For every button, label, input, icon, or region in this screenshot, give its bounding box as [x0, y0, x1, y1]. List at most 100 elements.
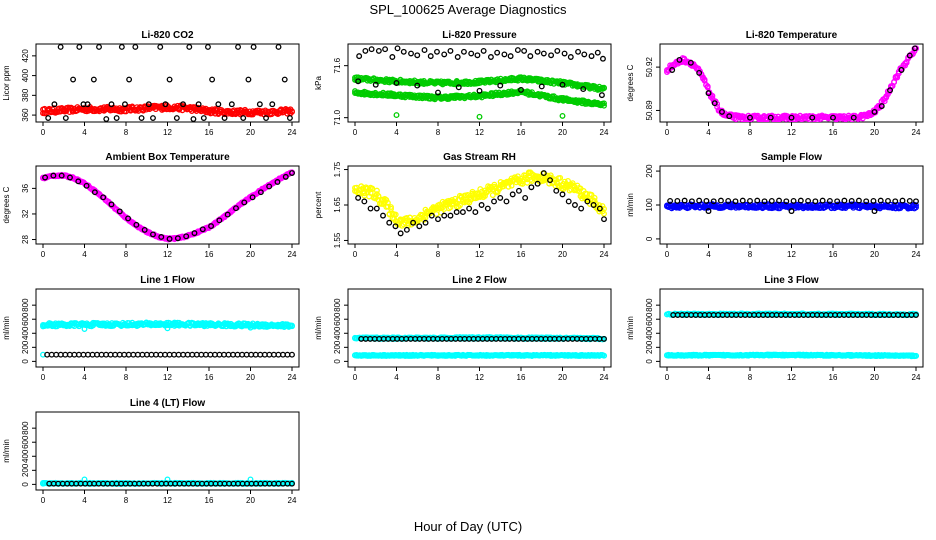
data-point — [90, 76, 97, 83]
data-point — [704, 83, 711, 90]
data-point — [584, 198, 591, 205]
panel-title: Li-820 Temperature — [746, 30, 838, 41]
data-point — [705, 90, 712, 97]
y-tick-label: 360 — [21, 108, 30, 122]
data-point — [871, 108, 878, 115]
data-point — [362, 47, 369, 54]
data-point — [681, 197, 688, 204]
data-point — [899, 197, 906, 204]
data-point — [269, 101, 276, 108]
data-point — [709, 92, 716, 99]
x-tick-label: 4 — [706, 128, 711, 137]
data-point — [534, 48, 541, 55]
data-point — [215, 101, 222, 108]
data-point — [162, 101, 169, 108]
data-point — [667, 197, 674, 204]
x-tick-label: 24 — [288, 128, 297, 137]
data-point — [812, 198, 819, 205]
data-point — [414, 52, 421, 59]
data-point — [186, 44, 193, 50]
y-tick-label: 800 — [21, 421, 30, 435]
data-point — [497, 194, 504, 201]
data-point — [466, 205, 473, 212]
data-point — [57, 44, 64, 50]
data-point — [507, 53, 514, 60]
data-point — [434, 48, 440, 55]
data-point — [355, 194, 362, 201]
data-point — [687, 59, 694, 66]
data-point — [233, 205, 239, 212]
data-point — [397, 230, 404, 237]
data-point — [514, 47, 521, 54]
data-point — [289, 170, 295, 176]
x-tick-label: 24 — [912, 373, 921, 382]
data-point — [382, 46, 389, 53]
y-tick-label: 1.65 — [333, 197, 342, 213]
data-point — [705, 208, 712, 215]
data-point — [428, 212, 435, 219]
data-point — [588, 53, 595, 60]
data-point — [414, 82, 421, 89]
x-tick-label: 0 — [353, 373, 358, 382]
y-axis-label: degrees C — [626, 64, 635, 101]
data-point — [580, 86, 587, 93]
data-point — [209, 76, 216, 83]
y-axis-label: Licor ppm — [2, 65, 11, 100]
data-point — [478, 202, 485, 208]
data-point — [435, 89, 441, 96]
data-point — [898, 67, 905, 73]
data-point — [669, 67, 676, 73]
data-point — [565, 198, 572, 205]
y-tick-label: 28 — [21, 235, 30, 244]
data-point — [228, 101, 235, 108]
x-tick-label: 24 — [600, 250, 609, 259]
data-point — [375, 193, 382, 200]
data-point — [422, 219, 429, 226]
y-tick-label: 100 — [645, 198, 654, 212]
data-point — [557, 174, 564, 181]
data-point — [355, 78, 362, 85]
x-tick-label: 20 — [246, 128, 255, 137]
data-point — [913, 312, 919, 318]
data-point — [70, 76, 77, 83]
data-point — [494, 49, 501, 56]
data-point — [256, 101, 263, 108]
y-tick-label: 1.55 — [333, 232, 342, 248]
x-tick-label: 8 — [124, 128, 129, 137]
data-point — [427, 53, 434, 60]
y-axis-label: ml/min — [2, 316, 11, 340]
data-point — [164, 325, 171, 332]
data-point — [877, 197, 884, 204]
x-tick-label: 0 — [665, 250, 670, 259]
data-point — [441, 51, 448, 58]
data-point — [373, 187, 380, 194]
data-point — [601, 352, 607, 359]
data-point — [830, 114, 836, 121]
x-tick-label: 8 — [436, 250, 441, 259]
x-tick-label: 0 — [665, 128, 670, 137]
data-point — [790, 197, 797, 204]
data-point — [453, 209, 460, 216]
x-tick-label: 12 — [787, 128, 796, 137]
data-point — [503, 198, 510, 205]
data-point — [476, 113, 483, 120]
data-point — [281, 76, 288, 83]
plot-area — [40, 44, 295, 122]
panel-title: Line 3 Flow — [764, 275, 819, 286]
data-point — [393, 112, 400, 119]
data-point — [788, 114, 795, 121]
data-point — [797, 197, 804, 204]
y-tick-label: 800 — [645, 298, 654, 312]
panel-title: Li-820 CO2 — [141, 30, 194, 41]
y-tick-label: 600 — [21, 435, 30, 449]
data-point — [547, 177, 553, 184]
data-point — [195, 101, 202, 108]
x-tick-label: 16 — [517, 250, 526, 259]
data-point — [118, 44, 125, 50]
data-point — [113, 115, 120, 122]
data-point — [42, 174, 49, 181]
y-tick-label: 200 — [21, 340, 30, 354]
data-point — [826, 197, 833, 204]
data-point — [548, 52, 555, 59]
data-point — [710, 198, 717, 205]
